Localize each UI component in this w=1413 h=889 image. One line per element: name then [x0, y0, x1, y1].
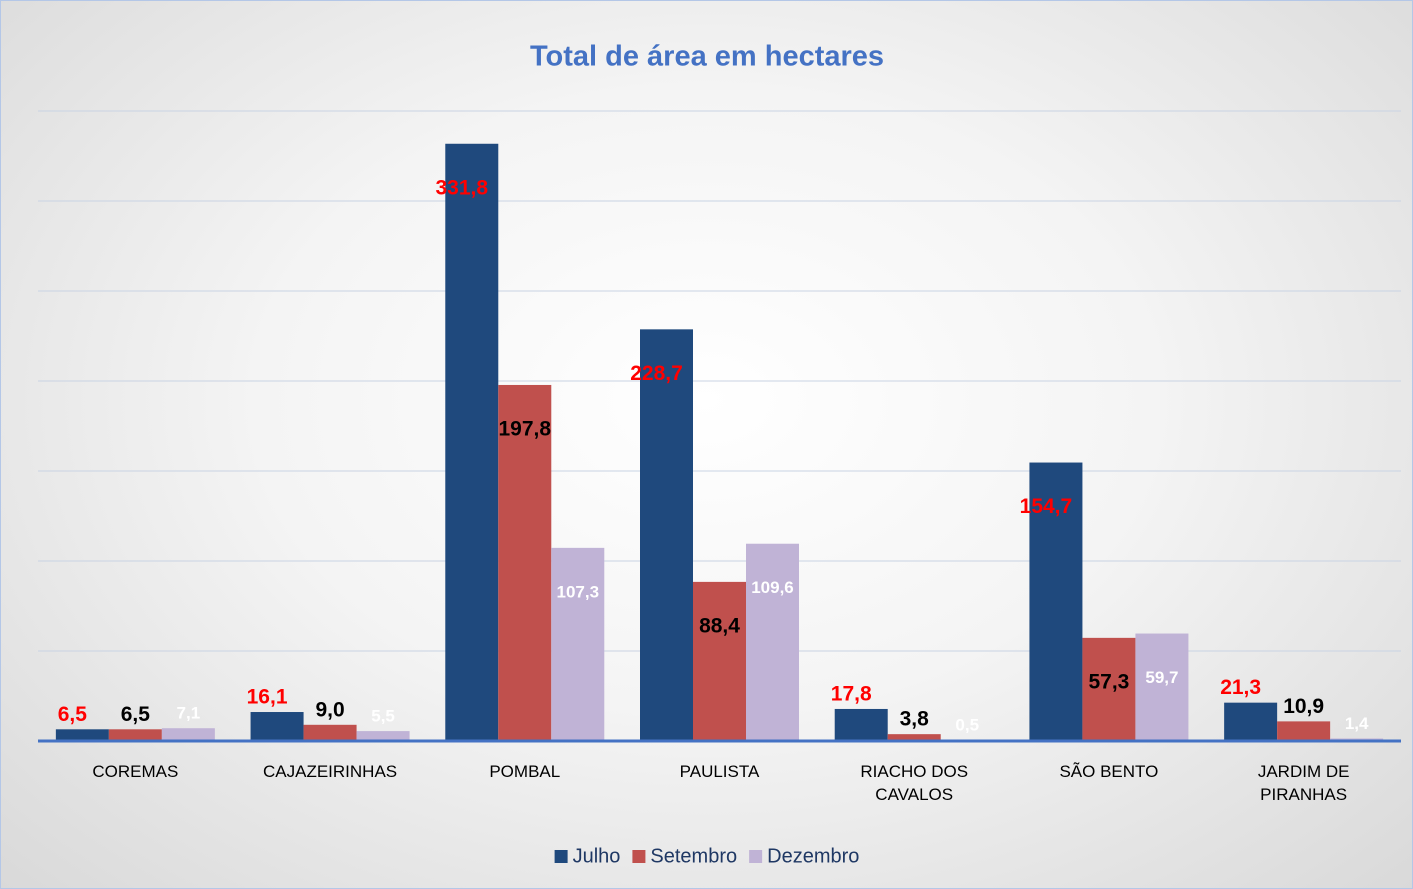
data-label: 59,7 — [1145, 668, 1178, 687]
bar — [693, 581, 746, 741]
x-tick-label: RIACHO DOS CAVALOS — [860, 762, 969, 804]
x-tick-label: JARDIM DE PIRANHAS — [1257, 762, 1350, 804]
data-label: 109,6 — [751, 578, 794, 597]
data-label: 21,3 — [1220, 676, 1261, 699]
data-label: 1,4 — [1345, 714, 1369, 733]
data-label: 5,5 — [371, 707, 395, 726]
x-tick-label: PAULISTA — [679, 762, 760, 781]
bar — [551, 547, 605, 741]
data-label: 16,1 — [247, 686, 288, 709]
bar — [887, 734, 941, 741]
data-label: 0,5 — [955, 716, 979, 735]
bar — [55, 729, 109, 741]
chart-title: Total de área em hectares — [530, 41, 884, 73]
legend-label: Dezembro — [767, 845, 859, 867]
bar — [640, 329, 693, 741]
data-label: 228,7 — [630, 362, 683, 385]
data-label: 331,8 — [436, 176, 489, 199]
data-label: 9,0 — [315, 698, 344, 721]
data-label: 10,9 — [1283, 695, 1324, 718]
data-label: 57,3 — [1088, 670, 1129, 693]
data-label: 154,7 — [1020, 495, 1073, 518]
bar — [445, 143, 499, 741]
bar — [498, 384, 552, 741]
data-label: 3,8 — [900, 708, 930, 731]
bar — [1082, 637, 1136, 741]
bar — [1029, 462, 1083, 741]
bar — [108, 729, 162, 741]
data-label: 6,5 — [58, 703, 88, 726]
bar — [303, 724, 357, 741]
bar — [1277, 721, 1331, 741]
data-label: 6,5 — [121, 703, 151, 726]
data-label: 197,8 — [499, 418, 552, 441]
legend-swatch — [749, 850, 763, 863]
data-label: 107,3 — [557, 582, 600, 601]
x-tick-label: SÃO BENTO — [1059, 762, 1159, 781]
legend-label: Julho — [573, 845, 621, 867]
bar — [746, 543, 799, 741]
legend-swatch — [632, 850, 646, 863]
data-label: 88,4 — [699, 614, 740, 637]
bar — [1224, 702, 1278, 741]
x-tick-label: POMBAL — [489, 762, 561, 781]
legend-label: Setembro — [650, 845, 737, 867]
bar — [250, 712, 304, 741]
legend-swatch — [554, 850, 568, 863]
bar — [834, 708, 888, 741]
data-label: 17,8 — [831, 683, 872, 706]
bar — [356, 731, 410, 741]
data-label: 7,1 — [177, 704, 201, 723]
bar — [161, 728, 215, 741]
x-tick-label: COREMAS — [92, 762, 179, 781]
x-tick-label: CAJAZEIRINHAS — [262, 762, 398, 781]
bar — [1135, 633, 1189, 741]
